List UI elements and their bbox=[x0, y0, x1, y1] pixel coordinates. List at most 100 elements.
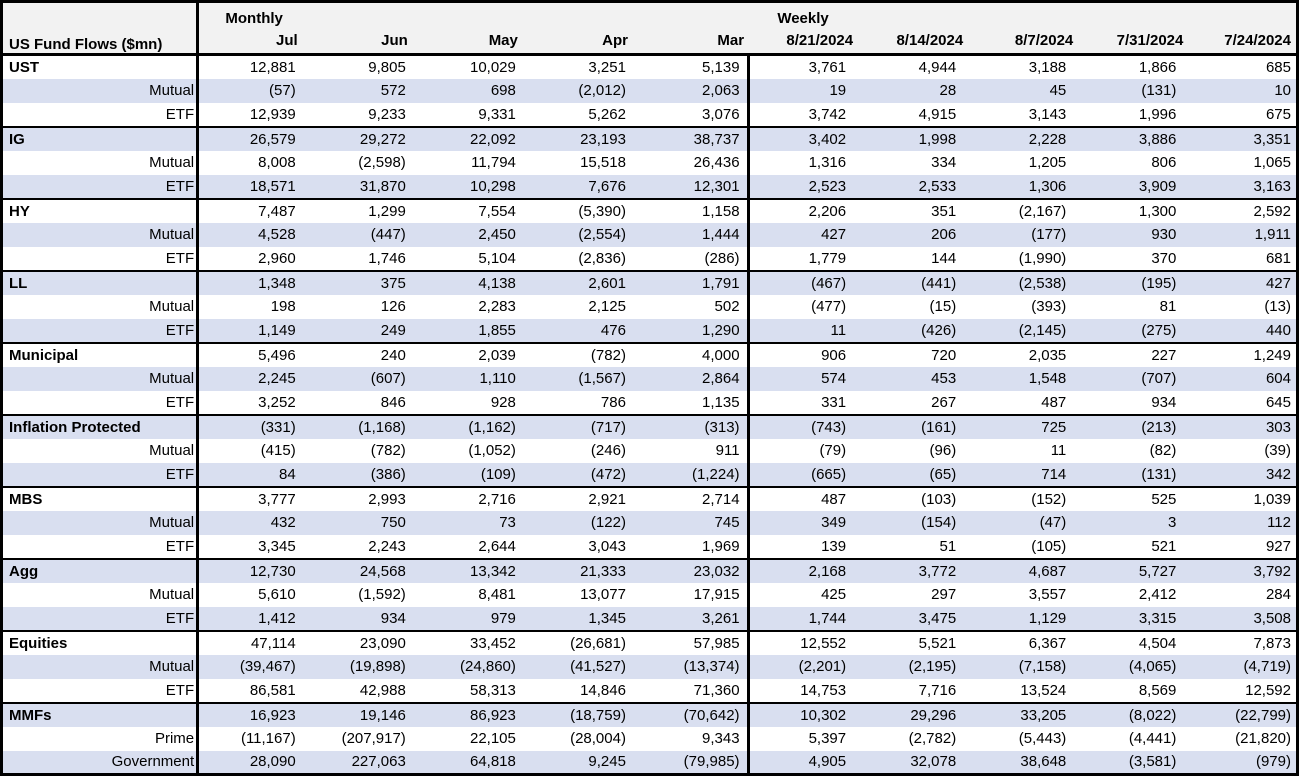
table-row-equities-etf: ETF 86,581 42,988 58,313 14,846 71,360 14,753 7… bbox=[1, 678, 1298, 703]
cell-monthly-apr: (2,554) bbox=[527, 222, 638, 247]
cell-monthly-jul: 3,777 bbox=[197, 485, 308, 511]
cell-weekly-8-21-2024: 574 bbox=[748, 366, 859, 391]
cell-monthly-jul: 1,412 bbox=[197, 606, 308, 631]
table-row-mbs: MBS 3,777 2,993 2,716 2,921 2,714 487 (103) (152… bbox=[1, 485, 1298, 511]
table-title: US Fund Flows ($mn) bbox=[1, 1, 200, 55]
cell-monthly-jun: (386) bbox=[307, 462, 418, 487]
cell-weekly-8-7-2024: (393) bbox=[1031, 298, 1067, 315]
cell-weekly-7-24-2024: 3,792 bbox=[1188, 557, 1298, 583]
table-row-ig-etf: ETF 18,571 31,870 10,298 7,676 12,301 2,523 2,5… bbox=[1, 174, 1298, 199]
cell-weekly-7-31-2024: (195) bbox=[1078, 269, 1189, 295]
cell-weekly-8-7-2024: (2,145) bbox=[968, 318, 1079, 343]
cell-monthly-may: (1,052) bbox=[468, 442, 516, 459]
cell-weekly-8-21-2024: 3,402 bbox=[748, 125, 859, 151]
group-label: UST bbox=[1, 54, 200, 79]
table-row-hy: HY 7,487 1,299 7,554 (5,390) 1,158 2,206 351 (2,… bbox=[1, 197, 1298, 223]
cell-monthly-jul: (331) bbox=[197, 413, 308, 439]
cell-weekly-7-24-2024: 342 bbox=[1188, 462, 1298, 487]
cell-weekly-7-24-2024: 3,163 bbox=[1188, 174, 1298, 199]
cell-monthly-jun: 240 bbox=[307, 341, 418, 367]
cell-monthly-may: 58,313 bbox=[469, 681, 516, 699]
cell-monthly-jun: 2,243 bbox=[368, 537, 406, 555]
cell-weekly-8-7-2024: 3,143 bbox=[1028, 105, 1067, 123]
sub-row-label: Mutual bbox=[1, 294, 200, 319]
cell-monthly-jun: 126 bbox=[380, 298, 406, 315]
cell-weekly-8-21-2024: 14,753 bbox=[800, 681, 847, 699]
cell-weekly-8-7-2024: 1,129 bbox=[968, 606, 1079, 631]
cell-monthly-apr: 9,245 bbox=[527, 750, 638, 775]
cell-monthly-jul: 3,252 bbox=[258, 393, 296, 411]
cell-weekly-7-24-2024: 685 bbox=[1265, 58, 1291, 76]
column-header-7-24-2024: 7/24/2024 bbox=[1188, 27, 1298, 55]
cell-monthly-may: 10,029 bbox=[469, 58, 516, 76]
sub-row-label: Mutual bbox=[1, 78, 200, 103]
cell-monthly-may: (1,162) bbox=[417, 413, 528, 439]
cell-monthly-jul: 28,090 bbox=[197, 750, 308, 775]
cell-weekly-7-24-2024: 681 bbox=[1265, 249, 1291, 267]
cell-monthly-may: 7,554 bbox=[417, 197, 528, 223]
cell-monthly-mar: 1,969 bbox=[637, 534, 750, 559]
column-header-8-7-2024: 8/7/2024 bbox=[968, 27, 1079, 55]
cell-monthly-jun: (207,917) bbox=[341, 730, 406, 747]
cell-monthly-mar: (286) bbox=[637, 246, 750, 271]
cell-weekly-7-24-2024: 1,065 bbox=[1253, 154, 1291, 171]
cell-monthly-apr: (2,012) bbox=[527, 78, 638, 103]
sub-row-label: ETF bbox=[1, 606, 200, 631]
sub-row-label: ETF bbox=[1, 174, 200, 199]
cell-monthly-may: 1,110 bbox=[417, 366, 528, 391]
cell-monthly-apr: 23,193 bbox=[527, 125, 638, 151]
cell-monthly-mar: 1,791 bbox=[637, 269, 750, 295]
table-row-municipal-etf: ETF 3,252 846 928 786 1,135 331 267 487 934 645 bbox=[1, 390, 1298, 415]
cell-weekly-8-21-2024: 12,552 bbox=[748, 629, 859, 655]
cell-monthly-apr: 2,921 bbox=[527, 485, 638, 511]
cell-monthly-may: 2,283 bbox=[478, 298, 516, 315]
cell-monthly-may: 979 bbox=[417, 606, 528, 631]
group-label: Municipal bbox=[1, 341, 200, 367]
cell-weekly-8-14-2024: 7,716 bbox=[918, 681, 957, 699]
cell-monthly-jul: (57) bbox=[197, 78, 308, 103]
cell-monthly-mar: 1,290 bbox=[637, 318, 750, 343]
cell-weekly-8-7-2024: 3,557 bbox=[1028, 586, 1067, 603]
cell-weekly-8-21-2024: 427 bbox=[748, 222, 859, 247]
cell-monthly-jun: 934 bbox=[307, 606, 418, 631]
cell-monthly-mar: 2,864 bbox=[637, 366, 750, 391]
cell-monthly-apr: 476 bbox=[527, 318, 638, 343]
cell-weekly-8-14-2024: 267 bbox=[931, 393, 957, 411]
cell-monthly-mar: 2,714 bbox=[637, 485, 750, 511]
cell-monthly-jul: 47,114 bbox=[197, 629, 308, 655]
sub-row-label: Mutual bbox=[1, 582, 200, 607]
table-row-municipal-mutual: Mutual 2,245 (607) 1,110 (1,567) 2,864 574 453 1… bbox=[1, 366, 1298, 391]
cell-weekly-8-21-2024: 139 bbox=[821, 537, 847, 555]
cell-monthly-apr: 21,333 bbox=[527, 557, 638, 583]
cell-monthly-may: 698 bbox=[417, 78, 528, 103]
cell-weekly-8-7-2024: (105) bbox=[1031, 537, 1067, 555]
cell-weekly-8-21-2024: 3,742 bbox=[808, 105, 847, 123]
cell-monthly-mar: (70,642) bbox=[637, 701, 750, 727]
table-row-inflation-protected-mutual: Mutual (415) (782) (1,052) (246) 911 (79) (96) 1… bbox=[1, 438, 1298, 463]
cell-weekly-7-31-2024: 81 bbox=[1159, 298, 1177, 315]
cell-monthly-jun: 24,568 bbox=[307, 557, 418, 583]
cell-weekly-7-31-2024: 525 bbox=[1078, 485, 1189, 511]
column-header-jun: Jun bbox=[307, 27, 418, 55]
cell-monthly-mar: 23,032 bbox=[637, 557, 750, 583]
cell-monthly-apr: 5,262 bbox=[588, 105, 626, 123]
table-row-agg-etf: ETF 1,412 934 979 1,345 3,261 1,744 3,475 1,129 3… bbox=[1, 606, 1298, 631]
cell-monthly-mar: (79,985) bbox=[637, 750, 750, 775]
group-label: IG bbox=[1, 125, 200, 151]
cell-weekly-8-14-2024: 351 bbox=[858, 197, 969, 223]
cell-weekly-7-31-2024: 8,569 bbox=[1138, 681, 1177, 699]
column-header-jul: Jul bbox=[197, 27, 308, 55]
cell-monthly-apr: 3,043 bbox=[588, 537, 626, 555]
cell-weekly-7-24-2024: 604 bbox=[1188, 366, 1298, 391]
cell-weekly-8-21-2024: 2,523 bbox=[748, 174, 859, 199]
cell-monthly-apr: 13,077 bbox=[580, 586, 626, 603]
cell-monthly-jul: 2,960 bbox=[258, 249, 296, 267]
cell-weekly-8-21-2024: (665) bbox=[748, 462, 859, 487]
cell-monthly-apr: 2,125 bbox=[588, 298, 626, 315]
cell-weekly-8-14-2024: (161) bbox=[858, 413, 969, 439]
cell-monthly-may: (24,860) bbox=[417, 654, 528, 679]
cell-monthly-jun: (1,592) bbox=[358, 586, 406, 603]
cell-weekly-8-7-2024: 1,548 bbox=[968, 366, 1079, 391]
cell-weekly-7-31-2024: (213) bbox=[1078, 413, 1189, 439]
